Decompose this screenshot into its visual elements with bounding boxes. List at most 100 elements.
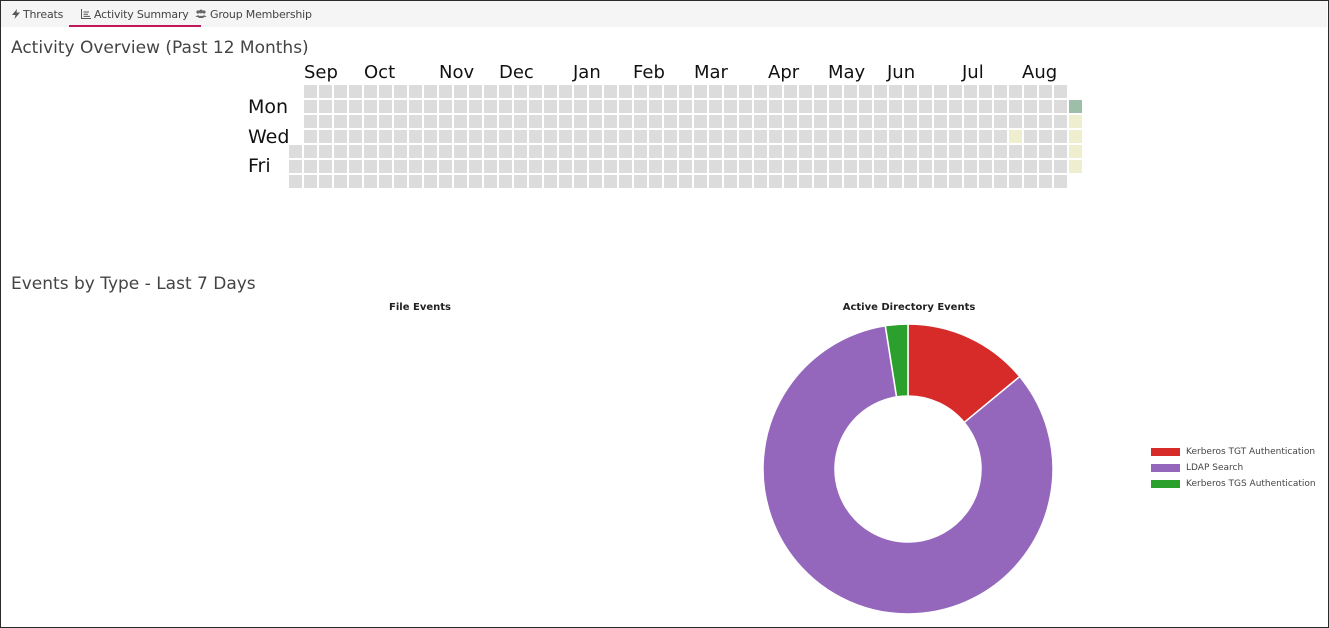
heatmap-cell[interactable] xyxy=(559,145,572,158)
heatmap-cell[interactable] xyxy=(694,130,707,143)
heatmap-cell[interactable] xyxy=(754,100,767,113)
heatmap-cell[interactable] xyxy=(529,160,542,173)
heatmap-cell[interactable] xyxy=(544,160,557,173)
heatmap-cell[interactable] xyxy=(934,130,947,143)
heatmap-cell[interactable] xyxy=(364,115,377,128)
heatmap-cell[interactable] xyxy=(964,85,977,98)
heatmap-cell[interactable] xyxy=(589,160,602,173)
legend-item[interactable]: Kerberos TGT Authentication xyxy=(1151,446,1315,458)
heatmap-cell[interactable] xyxy=(529,115,542,128)
heatmap-cell[interactable] xyxy=(769,160,782,173)
heatmap-cell[interactable] xyxy=(1069,130,1082,143)
heatmap-cell[interactable] xyxy=(379,160,392,173)
heatmap-cell[interactable] xyxy=(919,160,932,173)
heatmap-cell[interactable] xyxy=(1009,130,1022,143)
heatmap-cell[interactable] xyxy=(544,115,557,128)
heatmap-cell[interactable] xyxy=(394,100,407,113)
heatmap-cell[interactable] xyxy=(469,85,482,98)
heatmap-cell[interactable] xyxy=(514,160,527,173)
heatmap-cell[interactable] xyxy=(694,160,707,173)
heatmap-cell[interactable] xyxy=(544,175,557,188)
heatmap-cell[interactable] xyxy=(724,130,737,143)
heatmap-cell[interactable] xyxy=(1024,160,1037,173)
heatmap-cell[interactable] xyxy=(1069,115,1082,128)
heatmap-cell[interactable] xyxy=(994,130,1007,143)
heatmap-cell[interactable] xyxy=(1009,115,1022,128)
heatmap-cell[interactable] xyxy=(394,85,407,98)
heatmap-cell[interactable] xyxy=(619,175,632,188)
heatmap-cell[interactable] xyxy=(949,130,962,143)
heatmap-cell[interactable] xyxy=(334,115,347,128)
heatmap-cell[interactable] xyxy=(994,85,1007,98)
heatmap-cell[interactable] xyxy=(514,130,527,143)
heatmap-cell[interactable] xyxy=(964,115,977,128)
heatmap-cell[interactable] xyxy=(499,85,512,98)
heatmap-cell[interactable] xyxy=(799,145,812,158)
heatmap-cell[interactable] xyxy=(754,130,767,143)
heatmap-cell[interactable] xyxy=(889,145,902,158)
heatmap-cell[interactable] xyxy=(499,160,512,173)
heatmap-cell[interactable] xyxy=(634,85,647,98)
heatmap-cell[interactable] xyxy=(694,175,707,188)
heatmap-cell[interactable] xyxy=(484,145,497,158)
heatmap-cell[interactable] xyxy=(529,85,542,98)
heatmap-cell[interactable] xyxy=(889,160,902,173)
heatmap-cell[interactable] xyxy=(949,160,962,173)
heatmap-cell[interactable] xyxy=(979,115,992,128)
heatmap-cell[interactable] xyxy=(679,145,692,158)
heatmap-cell[interactable] xyxy=(649,145,662,158)
heatmap-cell[interactable] xyxy=(919,145,932,158)
heatmap-cell[interactable] xyxy=(874,130,887,143)
heatmap-cell[interactable] xyxy=(529,175,542,188)
heatmap-cell[interactable] xyxy=(979,130,992,143)
heatmap-cell[interactable] xyxy=(439,160,452,173)
heatmap-cell[interactable] xyxy=(964,145,977,158)
heatmap-cell[interactable] xyxy=(439,115,452,128)
heatmap-cell[interactable] xyxy=(889,115,902,128)
heatmap-cell[interactable] xyxy=(439,100,452,113)
heatmap-cell[interactable] xyxy=(679,85,692,98)
heatmap-cell[interactable] xyxy=(799,160,812,173)
heatmap-cell[interactable] xyxy=(1009,145,1022,158)
tab-activity-summary[interactable]: Activity Summary xyxy=(69,1,201,27)
heatmap-cell[interactable] xyxy=(319,100,332,113)
heatmap-cell[interactable] xyxy=(334,160,347,173)
heatmap-cell[interactable] xyxy=(469,175,482,188)
heatmap-cell[interactable] xyxy=(934,115,947,128)
heatmap-cell[interactable] xyxy=(874,160,887,173)
heatmap-cell[interactable] xyxy=(409,175,422,188)
heatmap-cell[interactable] xyxy=(739,130,752,143)
heatmap-cell[interactable] xyxy=(409,160,422,173)
heatmap-cell[interactable] xyxy=(874,100,887,113)
heatmap-cell[interactable] xyxy=(424,160,437,173)
heatmap-cell[interactable] xyxy=(484,115,497,128)
heatmap-cell[interactable] xyxy=(679,175,692,188)
heatmap-cell[interactable] xyxy=(739,175,752,188)
heatmap-cell[interactable] xyxy=(709,115,722,128)
heatmap-cell[interactable] xyxy=(664,100,677,113)
heatmap-cell[interactable] xyxy=(709,145,722,158)
heatmap-cell[interactable] xyxy=(679,115,692,128)
heatmap-cell[interactable] xyxy=(424,175,437,188)
heatmap-cell[interactable] xyxy=(349,130,362,143)
heatmap-cell[interactable] xyxy=(304,85,317,98)
heatmap-cell[interactable] xyxy=(874,85,887,98)
heatmap-cell[interactable] xyxy=(334,145,347,158)
heatmap-cell[interactable] xyxy=(904,130,917,143)
heatmap-cell[interactable] xyxy=(304,160,317,173)
heatmap-cell[interactable] xyxy=(649,115,662,128)
heatmap-cell[interactable] xyxy=(664,85,677,98)
heatmap-cell[interactable] xyxy=(1054,115,1067,128)
heatmap-cell[interactable] xyxy=(514,100,527,113)
heatmap-cell[interactable] xyxy=(664,145,677,158)
donut-slice[interactable] xyxy=(762,324,1054,615)
heatmap-cell[interactable] xyxy=(1054,85,1067,98)
heatmap-cell[interactable] xyxy=(574,145,587,158)
heatmap-cell[interactable] xyxy=(454,175,467,188)
heatmap-cell[interactable] xyxy=(454,85,467,98)
heatmap-cell[interactable] xyxy=(649,175,662,188)
heatmap-cell[interactable] xyxy=(799,100,812,113)
heatmap-cell[interactable] xyxy=(679,100,692,113)
heatmap-cell[interactable] xyxy=(1024,175,1037,188)
heatmap-cell[interactable] xyxy=(634,130,647,143)
